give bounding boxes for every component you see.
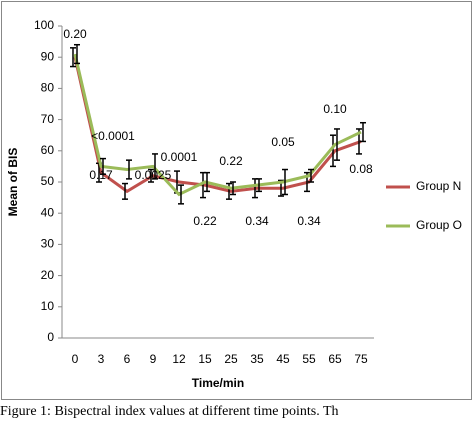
error-bar xyxy=(204,171,210,193)
p-value-annotation: 0.22 xyxy=(219,154,243,168)
p-value-annotation: 0.22 xyxy=(193,214,217,228)
y-tick-label: 0 xyxy=(47,330,54,344)
x-tick-label: 3 xyxy=(98,352,105,366)
y-tick-label: 60 xyxy=(41,143,55,157)
p-value-annotation: 0.05 xyxy=(271,135,295,149)
error-bar xyxy=(70,47,76,68)
x-tick-label: 0 xyxy=(72,352,79,366)
error-bar xyxy=(308,168,314,183)
x-tick-label: 6 xyxy=(124,352,131,366)
error-bar xyxy=(230,181,236,196)
x-tick-label: 35 xyxy=(250,352,264,366)
error-bar xyxy=(330,134,336,168)
p-value-annotation: 0.34 xyxy=(297,214,321,228)
x-tick-label: 9 xyxy=(150,352,157,366)
p-value-annotation: 0.0001 xyxy=(161,150,198,164)
error-bar xyxy=(148,168,154,183)
y-tick-label: 80 xyxy=(41,81,55,95)
x-tick-label: 15 xyxy=(198,352,212,366)
error-bar xyxy=(122,182,128,200)
error-bar xyxy=(100,157,106,175)
x-tick-label: 12 xyxy=(172,352,186,366)
caption: Figure 1: Bispectral index values at dif… xyxy=(0,404,339,419)
series-line xyxy=(73,56,362,194)
error-bar xyxy=(360,121,366,143)
y-tick-label: 50 xyxy=(41,174,55,188)
y-tick-label: 40 xyxy=(41,205,55,219)
x-tick-label: 55 xyxy=(302,352,316,366)
chart-border xyxy=(1,1,472,400)
p-value-annotation: 0.20 xyxy=(63,27,87,41)
x-tick-label: 25 xyxy=(224,352,238,366)
y-axis-title: Mean of BIS xyxy=(6,148,20,217)
p-value-annotation: 0.0025 xyxy=(135,168,172,182)
y-tick-label: 70 xyxy=(41,112,55,126)
legend-label: Group N xyxy=(416,179,461,193)
series-line xyxy=(73,53,362,197)
x-tick-label: 65 xyxy=(328,352,342,366)
error-bar xyxy=(152,153,158,180)
y-tick-label: 100 xyxy=(34,18,54,32)
x-tick-label: 45 xyxy=(276,352,290,366)
error-bar xyxy=(74,43,80,65)
x-tick-label: 75 xyxy=(354,352,368,366)
x-axis-title: Time/min xyxy=(192,376,244,390)
y-tick-label: 20 xyxy=(41,268,55,282)
p-value-annotation: 0.08 xyxy=(349,162,373,176)
error-bar xyxy=(226,182,232,200)
error-bar xyxy=(126,159,132,180)
legend-label: Group O xyxy=(416,218,462,232)
p-value-annotation: 0.34 xyxy=(245,214,269,228)
error-bar xyxy=(178,184,184,205)
p-value-annotation: <0.0001 xyxy=(91,129,135,143)
y-tick-label: 90 xyxy=(41,49,55,63)
p-value-annotation: 0.17 xyxy=(89,168,113,182)
error-bar xyxy=(256,178,262,193)
y-tick-label: 10 xyxy=(41,299,55,313)
error-bar xyxy=(282,168,288,196)
p-value-annotation: 0.10 xyxy=(323,102,347,116)
y-tick-label: 30 xyxy=(41,237,55,251)
error-bar xyxy=(334,128,340,161)
